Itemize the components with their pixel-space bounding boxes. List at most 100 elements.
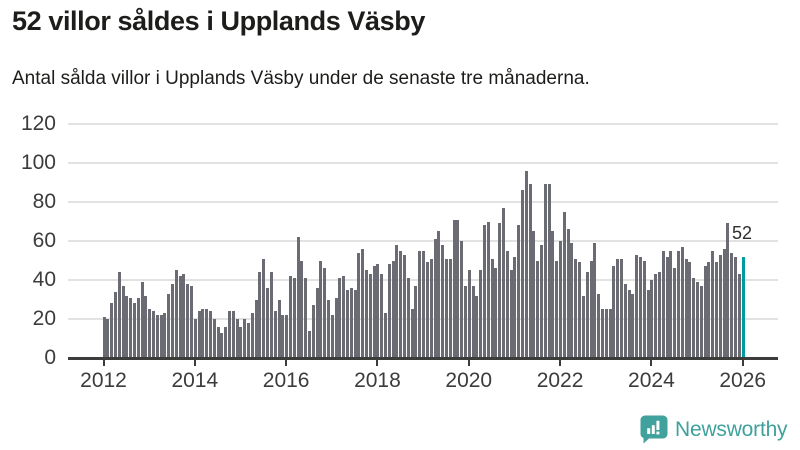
bar bbox=[281, 315, 285, 358]
bar bbox=[151, 311, 155, 358]
bar bbox=[155, 315, 159, 358]
bar bbox=[631, 293, 635, 358]
bar bbox=[730, 252, 734, 358]
newsworthy-logo[interactable]: Newsworthy bbox=[640, 415, 788, 444]
bar bbox=[357, 252, 361, 358]
y-axis-label-60: 60 bbox=[32, 229, 56, 252]
bar bbox=[498, 223, 502, 358]
bar bbox=[543, 184, 547, 358]
bar bbox=[669, 250, 673, 358]
bar bbox=[517, 225, 521, 358]
bar bbox=[384, 313, 388, 358]
bar bbox=[323, 268, 327, 358]
bar bbox=[425, 262, 429, 358]
x-axis-label-2016: 2016 bbox=[262, 369, 310, 392]
bar bbox=[330, 315, 334, 358]
bar bbox=[734, 256, 738, 358]
bar bbox=[715, 262, 719, 358]
bar bbox=[376, 264, 380, 358]
bar bbox=[638, 256, 642, 358]
x-axis-tick-2026 bbox=[741, 360, 744, 366]
bar bbox=[201, 309, 205, 358]
bar bbox=[387, 264, 391, 358]
x-axis-label-2020: 2020 bbox=[445, 369, 493, 392]
x-axis-label-2018: 2018 bbox=[354, 369, 401, 392]
bar bbox=[658, 272, 661, 358]
bar bbox=[524, 170, 528, 358]
bar bbox=[167, 293, 171, 358]
bar bbox=[562, 211, 566, 358]
bar bbox=[696, 281, 700, 358]
bar bbox=[574, 258, 578, 358]
highlighted-bar bbox=[741, 256, 745, 358]
bar bbox=[319, 260, 323, 358]
bar bbox=[212, 319, 216, 358]
bar bbox=[285, 315, 289, 358]
x-axis-line bbox=[68, 357, 778, 360]
gridline-y-120 bbox=[68, 123, 778, 125]
bar bbox=[296, 237, 300, 358]
bar bbox=[399, 250, 403, 358]
bar bbox=[159, 315, 163, 358]
bar bbox=[684, 258, 688, 358]
bar bbox=[121, 285, 125, 358]
bar bbox=[113, 291, 117, 358]
bar bbox=[502, 207, 505, 358]
bar bbox=[578, 262, 582, 358]
bar bbox=[456, 219, 460, 358]
x-axis-label-2026: 2026 bbox=[719, 369, 767, 392]
bar bbox=[273, 311, 277, 358]
x-axis-tick-2024 bbox=[650, 360, 653, 366]
bar bbox=[604, 309, 608, 358]
bar bbox=[258, 272, 262, 358]
bar bbox=[619, 258, 623, 358]
bar bbox=[224, 326, 228, 358]
bar bbox=[711, 250, 715, 358]
bar bbox=[589, 260, 593, 358]
bar bbox=[216, 326, 220, 358]
bar bbox=[102, 317, 106, 358]
bar bbox=[140, 281, 144, 358]
bar bbox=[231, 311, 235, 358]
bar bbox=[186, 283, 190, 358]
bar bbox=[490, 258, 494, 358]
bar bbox=[311, 305, 315, 358]
x-axis-tick-2012 bbox=[102, 360, 105, 366]
bar bbox=[190, 285, 193, 358]
bar bbox=[654, 274, 658, 358]
y-axis-label-0: 0 bbox=[44, 346, 56, 369]
bar bbox=[220, 332, 224, 358]
bar bbox=[395, 244, 399, 358]
y-axis-label-100: 100 bbox=[20, 151, 56, 174]
bar bbox=[737, 274, 741, 358]
bar bbox=[277, 299, 281, 358]
bar bbox=[566, 229, 570, 358]
bar bbox=[182, 274, 186, 358]
bar bbox=[471, 285, 475, 358]
bar bbox=[570, 242, 574, 358]
bar bbox=[673, 268, 677, 358]
y-axis-label-40: 40 bbox=[32, 268, 56, 291]
bar bbox=[110, 303, 114, 358]
x-axis-label-2024: 2024 bbox=[628, 369, 675, 392]
bar bbox=[699, 285, 703, 358]
bar bbox=[437, 231, 441, 358]
bar bbox=[106, 319, 110, 358]
bar bbox=[178, 276, 182, 358]
bar bbox=[581, 295, 585, 358]
x-axis-tick-2018 bbox=[376, 360, 379, 366]
bar bbox=[608, 309, 612, 358]
bar bbox=[349, 287, 353, 358]
bar bbox=[593, 242, 597, 358]
x-axis-tick-2020 bbox=[467, 360, 470, 366]
bar bbox=[250, 313, 254, 358]
bar bbox=[650, 280, 654, 358]
bar bbox=[559, 241, 563, 358]
bar bbox=[505, 250, 509, 358]
bar bbox=[532, 231, 536, 358]
bar bbox=[646, 289, 650, 358]
bar bbox=[209, 311, 213, 358]
bar bbox=[292, 278, 296, 358]
bar bbox=[163, 313, 167, 358]
